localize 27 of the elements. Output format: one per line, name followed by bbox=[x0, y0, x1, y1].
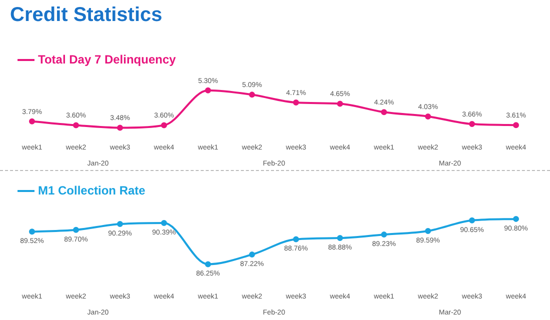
point bbox=[469, 217, 475, 224]
point bbox=[425, 228, 431, 234]
point bbox=[73, 122, 79, 128]
chart-title: Credit Statistics bbox=[9, 3, 164, 28]
point bbox=[293, 99, 299, 106]
point bbox=[73, 226, 79, 233]
point bbox=[381, 109, 387, 116]
point bbox=[205, 87, 211, 94]
point bbox=[249, 252, 255, 258]
point bbox=[29, 118, 35, 124]
point bbox=[513, 122, 519, 128]
point bbox=[469, 121, 475, 128]
point bbox=[425, 113, 431, 120]
point bbox=[117, 124, 123, 131]
point bbox=[117, 221, 123, 228]
point bbox=[337, 235, 343, 242]
point bbox=[293, 236, 299, 242]
point bbox=[381, 232, 387, 238]
legend-label: Total Day 7 Delinquency bbox=[38, 52, 176, 66]
point bbox=[513, 216, 519, 222]
legend-label: M1 Collection Rate bbox=[38, 183, 146, 198]
point bbox=[337, 100, 343, 107]
point bbox=[29, 228, 35, 235]
point bbox=[161, 122, 167, 128]
point bbox=[205, 261, 211, 268]
point bbox=[249, 92, 255, 98]
point bbox=[161, 220, 167, 226]
